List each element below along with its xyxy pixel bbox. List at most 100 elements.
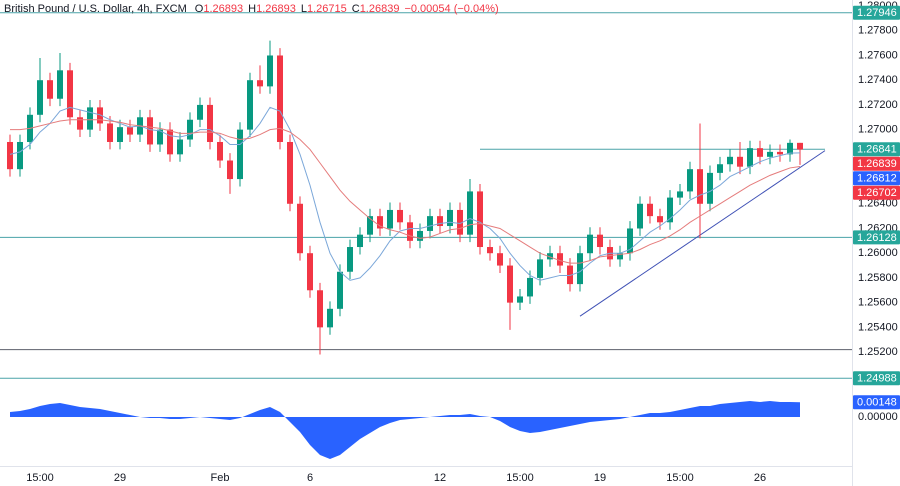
candle-body <box>307 253 313 291</box>
x-tick-label: 26 <box>754 472 766 484</box>
candle-body <box>207 104 213 142</box>
y-tick-label: 1.27600 <box>858 49 898 61</box>
x-tick-label: 6 <box>307 472 313 484</box>
legend-field-value: 1.26893 <box>203 3 243 15</box>
y-tick-label: 1.25800 <box>858 272 898 284</box>
candle-body <box>257 80 263 87</box>
candle-body <box>287 141 293 204</box>
candle-body <box>747 148 753 167</box>
candle-body <box>217 141 223 161</box>
candle-body <box>717 164 723 173</box>
candle-body <box>7 141 13 170</box>
candle-body <box>17 141 23 170</box>
candle-body <box>697 169 703 204</box>
candle-body <box>77 117 83 130</box>
candle-body <box>677 191 683 198</box>
candle-body <box>467 191 473 235</box>
candle-body <box>527 277 533 297</box>
candle-body <box>87 107 93 130</box>
candle-body <box>167 129 173 155</box>
candle-body <box>237 129 243 180</box>
candle-body <box>627 228 633 254</box>
candle-body <box>327 308 333 328</box>
candle-body <box>517 296 523 303</box>
candle-body <box>657 216 663 223</box>
candle-body <box>737 156 743 167</box>
legend-title: British Pound / U.S. Dollar, 4h, FXCM <box>4 3 187 15</box>
candle-body <box>437 216 443 227</box>
candle-body <box>197 104 203 120</box>
candle-body <box>617 253 623 260</box>
x-tick-label: 15:00 <box>506 472 534 484</box>
candle-body <box>227 160 233 180</box>
y-tick-label: 1.26400 <box>858 198 898 210</box>
candle-body <box>497 253 503 266</box>
price-tag-box <box>853 171 900 186</box>
x-tick-label: 15:00 <box>26 472 54 484</box>
candle-body <box>67 70 73 118</box>
candle-body <box>787 142 793 155</box>
legend-field-value: 1.26893 <box>256 3 296 15</box>
candle-body <box>397 209 403 223</box>
candle-body <box>477 191 483 248</box>
x-tick-label: Feb <box>211 472 230 484</box>
price-tag-label: 1.26839 <box>857 158 897 170</box>
price-tag-box <box>853 156 900 171</box>
candle-body <box>157 129 163 145</box>
candle-body <box>347 247 353 272</box>
y-tick-label: 1.26000 <box>858 247 898 259</box>
legend-field-label: C <box>352 3 360 15</box>
price-tag-label: 1.26702 <box>857 187 897 199</box>
candle-body <box>97 107 103 124</box>
candle-body <box>427 216 433 231</box>
candle-body <box>187 119 193 140</box>
candle-body <box>57 70 63 99</box>
legend-field-value: 1.26839 <box>360 3 400 15</box>
y-tick-label: 1.27000 <box>858 124 898 136</box>
legend-field-label: O <box>195 3 204 15</box>
legend: British Pound / U.S. Dollar, 4h, FXCM O1.… <box>4 3 499 15</box>
candle-body <box>367 216 373 235</box>
candle-body <box>177 139 183 155</box>
candle-body <box>247 80 253 130</box>
price-tag-box <box>853 371 900 386</box>
price-tag-label: 1.24988 <box>857 373 897 385</box>
candle-body <box>117 127 123 142</box>
candle-body <box>147 117 153 145</box>
candle-body <box>707 172 713 204</box>
oscillator-tag-box <box>853 395 900 410</box>
candle-body <box>767 151 773 157</box>
candle-body <box>457 209 463 235</box>
legend-change: −0.00054 (−0.04%) <box>404 3 498 15</box>
candle-body <box>587 234 593 254</box>
y-tick-label: 1.27800 <box>858 25 898 37</box>
legend-field-label: L <box>301 3 307 15</box>
candle-body <box>577 253 583 285</box>
y2-tick-label: 0.00000 <box>858 411 898 423</box>
candle-body <box>647 203 653 217</box>
moving-average-line <box>10 119 801 264</box>
candle-body <box>537 259 543 278</box>
candle-body <box>547 253 553 260</box>
y-tick-label: 1.25600 <box>858 297 898 309</box>
candle-body <box>127 127 133 135</box>
candle-body <box>667 197 673 223</box>
candle-body <box>357 234 363 248</box>
candle-body <box>557 253 563 266</box>
candle-body <box>417 230 423 241</box>
price-tag-box <box>853 185 900 200</box>
candle-body <box>757 148 763 157</box>
candle-body <box>777 151 783 155</box>
candle-body <box>107 123 113 142</box>
price-tag-label: 1.26812 <box>857 173 897 185</box>
price-tag-box <box>853 230 900 245</box>
candle-body <box>47 80 53 99</box>
y-tick-label: 1.27200 <box>858 99 898 111</box>
candle-body <box>387 209 393 229</box>
legend-field-value: 1.26715 <box>307 3 347 15</box>
candle-body <box>637 203 643 229</box>
y-tick-label: 1.25200 <box>858 346 898 358</box>
x-tick-label: 12 <box>434 472 446 484</box>
candle-body <box>597 234 603 248</box>
oscillator-tag-label: 0.00148 <box>857 397 897 409</box>
